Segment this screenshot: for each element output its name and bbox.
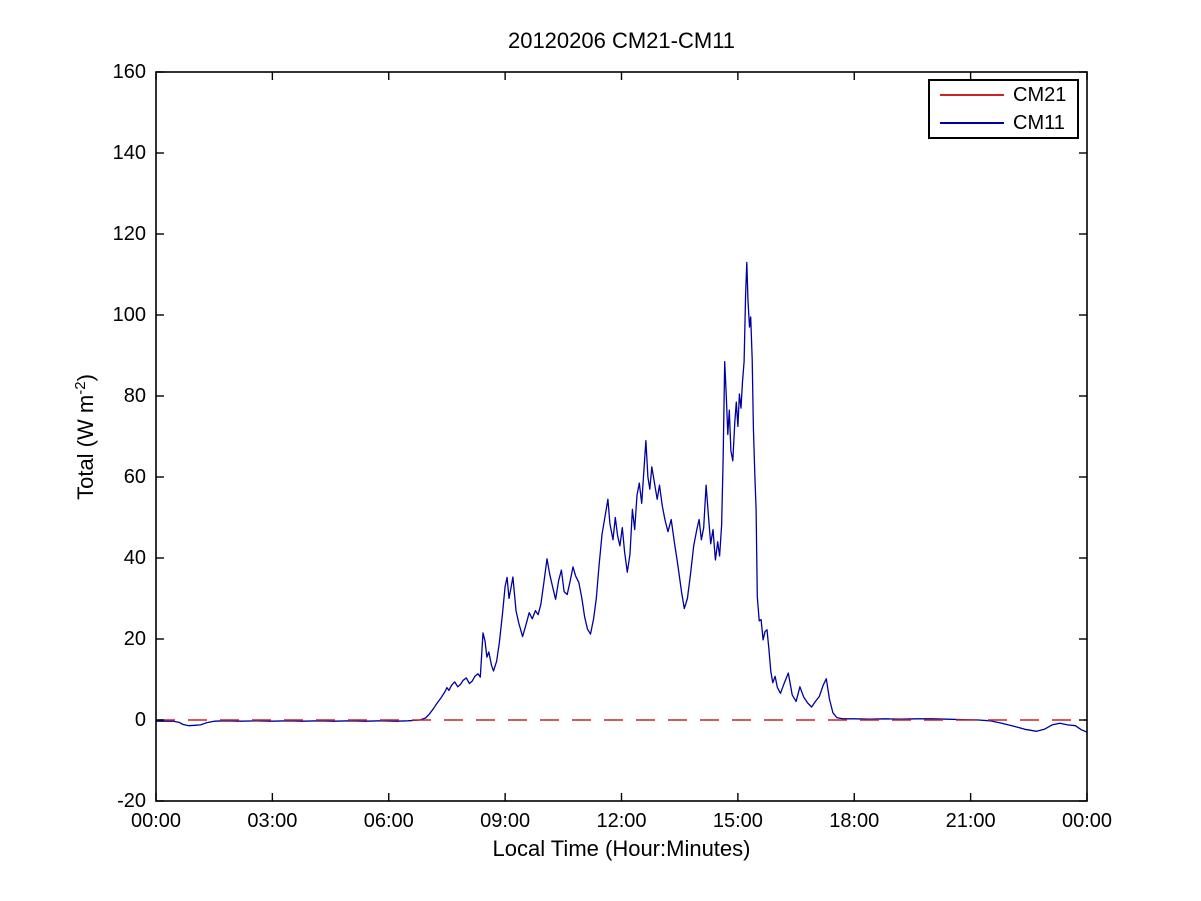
y-tick-label: 60 (123, 466, 146, 488)
legend-entry-cm11: CM11 (930, 109, 1077, 137)
chart-title: 20120206 CM21-CM11 (507, 28, 736, 53)
y-tick-label: 140 (112, 142, 146, 164)
y-axis-label-suffix: ) (73, 374, 98, 382)
y-tick-label: 0 (134, 709, 146, 731)
x-tick-label: 06:00 (363, 810, 414, 832)
legend-label-cm11: CM11 (1013, 111, 1065, 134)
y-tick-label: -20 (117, 790, 146, 812)
cm11-data-line (156, 261, 1088, 733)
x-tick-label: 12:00 (596, 810, 647, 832)
y-tick-label: 80 (123, 385, 146, 407)
y-tick-label: 100 (112, 304, 146, 326)
x-tick-label: 00:00 (1061, 810, 1113, 832)
plot-box (155, 71, 1088, 802)
x-axis-label: Local Time (Hour:Minutes) (492, 836, 751, 861)
x-tick-label: 09:00 (480, 810, 531, 832)
x-tick-label: 21:00 (945, 810, 996, 832)
y-tick-label: 20 (123, 628, 146, 650)
legend-label-cm21: CM21 (1013, 83, 1067, 106)
x-tick-label: 03:00 (247, 810, 298, 832)
x-tick-label: 15:00 (712, 810, 763, 832)
legend-line-sample-cm21 (940, 94, 1004, 96)
legend-box: CM21 CM11 (928, 79, 1079, 139)
x-tick-label: 00:00 (130, 810, 182, 832)
legend-line-sample-cm11 (940, 122, 1004, 124)
y-tick-label: 120 (112, 223, 146, 245)
x-tick-label: 18:00 (829, 810, 880, 832)
y-tick-label: 40 (123, 547, 146, 569)
y-tick-label: 160 (112, 61, 146, 83)
legend-entry-cm21: CM21 (930, 81, 1077, 109)
